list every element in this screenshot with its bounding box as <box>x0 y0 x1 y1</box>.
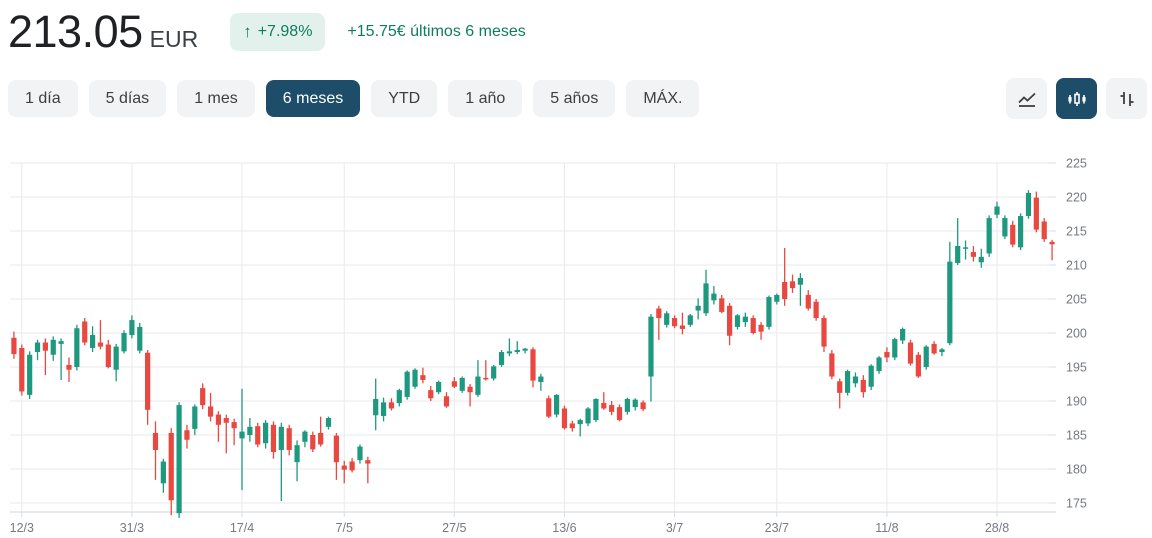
svg-text:23/7: 23/7 <box>765 521 789 535</box>
y-axis-labels: 175 180 185 190 195 200 205 210 215 220 225 <box>1066 157 1087 511</box>
svg-text:215: 215 <box>1066 225 1087 239</box>
svg-text:210: 210 <box>1066 259 1087 273</box>
candles-layer <box>11 190 1055 518</box>
range-button-ytd[interactable]: YTD <box>371 80 438 117</box>
line-chart-icon <box>1015 87 1039 111</box>
svg-text:3/7: 3/7 <box>666 521 683 535</box>
price-group: 213.05 EUR <box>8 6 198 58</box>
svg-text:175: 175 <box>1066 497 1087 511</box>
range-button-1m[interactable]: 1 mes <box>177 80 255 117</box>
svg-text:205: 205 <box>1066 293 1087 307</box>
change-amount-text: +15.75€ últimos 6 meses <box>347 23 526 40</box>
range-button-5y[interactable]: 5 años <box>533 80 616 117</box>
svg-text:200: 200 <box>1066 327 1087 341</box>
time-range-selector: 1 día 5 días 1 mes 6 meses YTD 1 año 5 a… <box>8 80 700 117</box>
chart-type-toolbar <box>1006 78 1147 119</box>
price-header: 213.05 EUR ↑ +7.98% +15.75€ últimos 6 me… <box>8 6 526 58</box>
change-percent-value: +7.98% <box>257 23 313 40</box>
svg-text:7/5: 7/5 <box>336 521 353 535</box>
current-price: 213.05 <box>8 6 143 57</box>
gridlines <box>10 162 1056 512</box>
chart-area: 175 180 185 190 195 200 205 210 215 220 225 12/3 31/… <box>0 155 1152 538</box>
svg-text:11/8: 11/8 <box>875 521 898 535</box>
candlestick-chart[interactable]: 175 180 185 190 195 200 205 210 215 220 225 12/3 31/… <box>0 155 1152 538</box>
svg-text:31/3: 31/3 <box>120 521 144 535</box>
line-chart-button[interactable] <box>1006 78 1047 119</box>
ohlc-chart-icon <box>1115 87 1139 111</box>
range-button-1d[interactable]: 1 día <box>8 80 78 117</box>
range-button-1y[interactable]: 1 año <box>448 80 523 117</box>
svg-text:12/3: 12/3 <box>10 521 34 535</box>
svg-text:220: 220 <box>1066 191 1087 205</box>
range-button-max[interactable]: MÁX. <box>626 80 700 117</box>
currency-label: EUR <box>149 26 199 52</box>
candlestick-chart-button[interactable] <box>1056 78 1097 119</box>
svg-text:225: 225 <box>1066 157 1087 171</box>
candlestick-chart-icon <box>1065 87 1089 111</box>
axis-lines <box>10 162 1056 517</box>
x-axis-labels: 12/3 31/3 17/4 7/5 27/5 13/6 3/7 23/7 11/8 28/8 <box>10 521 1010 535</box>
svg-text:180: 180 <box>1066 463 1087 477</box>
svg-text:185: 185 <box>1066 429 1087 443</box>
range-button-6m[interactable]: 6 meses <box>265 80 361 117</box>
svg-text:13/6: 13/6 <box>552 521 576 535</box>
svg-text:27/5: 27/5 <box>442 521 466 535</box>
svg-text:28/8: 28/8 <box>985 521 1009 535</box>
change-percent-badge: ↑ +7.98% <box>230 13 326 51</box>
range-button-5d[interactable]: 5 días <box>88 80 167 117</box>
ohlc-chart-button[interactable] <box>1106 78 1147 119</box>
svg-text:17/4: 17/4 <box>230 521 254 535</box>
svg-text:195: 195 <box>1066 361 1087 375</box>
svg-text:190: 190 <box>1066 395 1087 409</box>
up-arrow-icon: ↑ <box>243 22 252 41</box>
